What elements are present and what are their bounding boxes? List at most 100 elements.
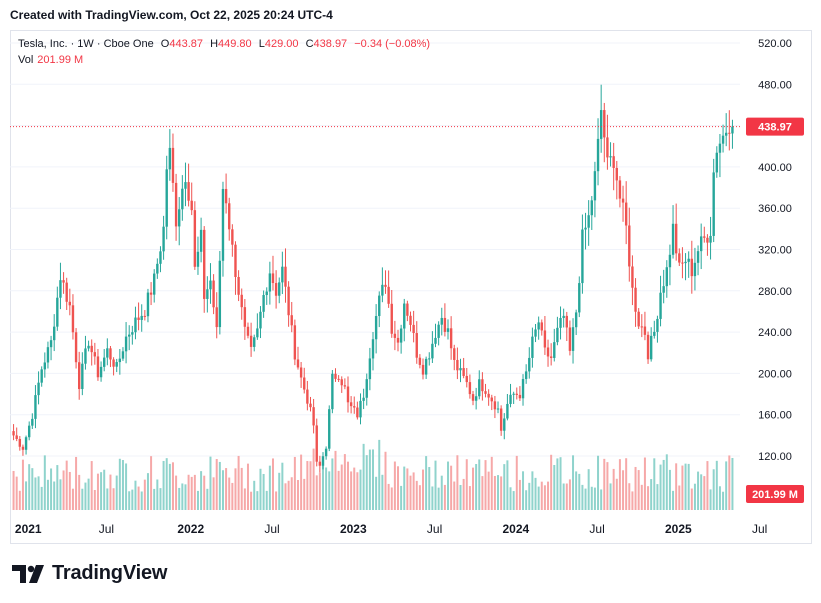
y-tick-label: 320.00 bbox=[758, 245, 792, 257]
candle-body bbox=[124, 336, 128, 352]
candle-body bbox=[118, 358, 122, 363]
symbol-label[interactable]: Tesla, Inc. · 1W · Cboe One bbox=[18, 38, 154, 50]
volume-bar bbox=[331, 458, 334, 510]
candle-body bbox=[12, 431, 15, 436]
candle-body bbox=[653, 331, 656, 336]
volume-bar bbox=[134, 480, 137, 510]
candle-body bbox=[474, 396, 478, 401]
candle-body bbox=[606, 137, 609, 158]
volume-bar bbox=[100, 472, 103, 510]
volume-bar bbox=[709, 489, 712, 510]
y-tick-label: 120.00 bbox=[758, 451, 792, 463]
candlestick-chart[interactable]: 520.00 480.00 400.00 360.00 320.00 280.00 240.… bbox=[10, 30, 812, 544]
candle-body bbox=[324, 448, 328, 457]
volume-bar bbox=[215, 459, 218, 510]
volume-bar bbox=[281, 462, 284, 510]
y-tick-label: 400.00 bbox=[758, 162, 792, 174]
candle-body bbox=[143, 315, 147, 317]
candle-body bbox=[562, 315, 565, 318]
candle-body bbox=[731, 126, 734, 134]
candle-body bbox=[296, 359, 300, 368]
volume-bar bbox=[93, 490, 96, 510]
volume-label[interactable]: Vol bbox=[18, 54, 34, 66]
candle-body bbox=[703, 236, 706, 238]
volume-bar bbox=[597, 455, 600, 510]
candle-body bbox=[587, 215, 590, 228]
candle-body bbox=[237, 276, 240, 295]
volume-bar bbox=[131, 489, 134, 510]
x-tick-label: 2025 bbox=[665, 522, 692, 536]
volume-bar bbox=[431, 486, 434, 510]
volume-bar bbox=[400, 485, 403, 510]
volume-bar bbox=[625, 458, 628, 510]
volume-bar bbox=[681, 465, 684, 510]
volume-bar bbox=[712, 469, 715, 510]
open-label: O bbox=[160, 38, 170, 50]
candle-body bbox=[640, 326, 643, 328]
volume-bar bbox=[59, 479, 62, 510]
volume-value: 201.99 M bbox=[37, 54, 84, 66]
candle-body bbox=[612, 156, 615, 168]
volume-bar bbox=[346, 461, 349, 510]
volume-bar bbox=[384, 451, 387, 510]
volume-bar bbox=[412, 472, 415, 510]
volume-bar bbox=[284, 483, 287, 510]
volume-bar bbox=[565, 483, 568, 510]
candle-body bbox=[531, 336, 534, 358]
volume-bar bbox=[303, 478, 306, 510]
candle-body bbox=[443, 317, 447, 332]
candle-body bbox=[193, 210, 197, 267]
volume-bar bbox=[150, 456, 153, 510]
candle-body bbox=[693, 262, 697, 277]
candle-body bbox=[199, 229, 203, 252]
volume-bar bbox=[118, 458, 121, 510]
candle-body bbox=[246, 326, 250, 336]
volume-bar bbox=[425, 456, 428, 510]
candle-body bbox=[528, 357, 531, 372]
volume-bar bbox=[612, 468, 615, 510]
candle-body bbox=[181, 188, 184, 210]
volume-bar bbox=[203, 475, 206, 510]
volume-bars bbox=[12, 439, 734, 510]
candle-body bbox=[178, 209, 181, 227]
candle-body bbox=[71, 305, 75, 333]
candle-body bbox=[81, 363, 84, 390]
candle-body bbox=[568, 327, 572, 351]
candle-body bbox=[637, 311, 640, 327]
candle-body bbox=[328, 409, 331, 449]
candle-body bbox=[184, 182, 187, 189]
volume-bar bbox=[184, 484, 187, 510]
volume-bar bbox=[672, 490, 675, 510]
brand-name: TradingView bbox=[52, 562, 168, 584]
candle-body bbox=[549, 356, 553, 358]
candle-body bbox=[299, 367, 303, 378]
candle-body bbox=[162, 226, 165, 252]
candle-body bbox=[221, 188, 225, 261]
candle-body bbox=[681, 262, 684, 264]
candle-body bbox=[240, 294, 243, 308]
price-axis[interactable]: 520.00 480.00 400.00 360.00 320.00 280.00 240.… bbox=[758, 38, 792, 463]
candle-body bbox=[212, 280, 215, 308]
candle-body bbox=[484, 391, 487, 394]
volume-bar bbox=[240, 467, 243, 510]
volume-bar bbox=[484, 460, 487, 510]
candle-body bbox=[112, 359, 115, 367]
candle-body bbox=[453, 348, 456, 360]
candle-body bbox=[409, 315, 412, 325]
candle-body bbox=[487, 393, 490, 398]
x-tick-label: 2024 bbox=[502, 522, 529, 536]
x-tick-label: Jul bbox=[427, 522, 442, 536]
volume-bar bbox=[528, 482, 531, 510]
volume-bar bbox=[90, 461, 93, 510]
time-axis[interactable]: 2021 Jul 2022 Jul 2023 Jul 2024 Jul 2025 Jul bbox=[15, 522, 767, 536]
volume-bar bbox=[253, 480, 256, 510]
volume-bar bbox=[562, 483, 565, 510]
grid-lines bbox=[10, 42, 740, 457]
candle-body bbox=[31, 418, 34, 426]
candle-body bbox=[593, 171, 597, 201]
volume-bar bbox=[584, 488, 587, 510]
candle-body bbox=[712, 172, 715, 236]
volume-bar bbox=[637, 470, 640, 510]
candle-body bbox=[434, 337, 437, 344]
volume-bar bbox=[21, 459, 24, 510]
